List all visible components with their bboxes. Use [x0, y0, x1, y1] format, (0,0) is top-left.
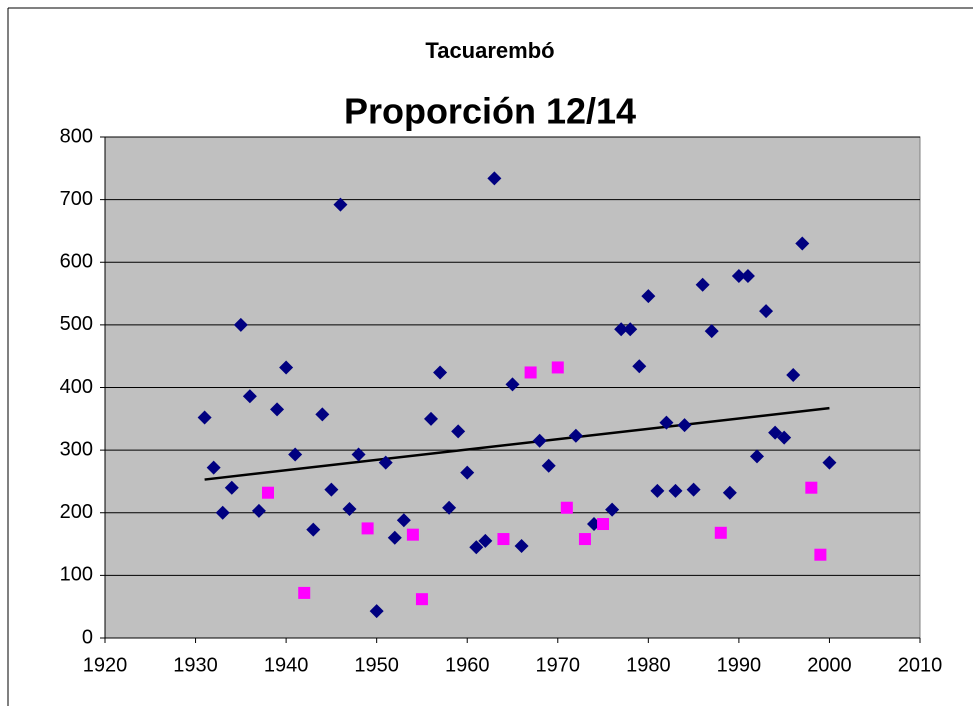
point	[487, 171, 502, 186]
point	[695, 277, 710, 292]
point	[206, 460, 221, 475]
x-tick-label: 1930	[173, 654, 218, 676]
point	[505, 377, 520, 392]
point	[650, 483, 665, 498]
chart-subtitle: Proporción 12/14	[344, 91, 636, 132]
point	[478, 533, 493, 548]
point	[406, 528, 419, 541]
point	[378, 455, 393, 470]
point	[451, 424, 466, 439]
point	[822, 455, 837, 470]
point	[224, 480, 239, 495]
y-tick-label: 400	[60, 376, 93, 398]
point	[197, 410, 212, 425]
point	[759, 304, 774, 319]
point	[704, 324, 719, 339]
point	[568, 428, 583, 443]
point	[242, 389, 257, 404]
point	[714, 526, 727, 539]
x-tick-label: 1940	[264, 654, 309, 676]
point	[677, 418, 692, 433]
point	[740, 269, 755, 284]
y-tick-label: 500	[60, 313, 93, 335]
point	[262, 486, 274, 499]
point	[279, 360, 294, 375]
point	[387, 530, 402, 545]
point	[605, 502, 620, 517]
point	[361, 522, 374, 535]
point	[442, 500, 457, 515]
x-tick-label: 1980	[626, 654, 671, 676]
point	[814, 548, 827, 561]
point	[251, 503, 266, 518]
point	[597, 518, 610, 531]
point	[768, 425, 783, 440]
x-tick-label: 2000	[807, 654, 852, 676]
y-tick-label: 0	[82, 626, 93, 648]
point	[324, 482, 339, 497]
point	[424, 411, 438, 426]
y-tick-label: 100	[60, 564, 93, 586]
point	[668, 483, 683, 498]
point	[369, 604, 384, 619]
y-tick-label: 200	[60, 501, 93, 523]
point	[632, 359, 647, 374]
point	[777, 430, 792, 445]
point	[215, 505, 230, 520]
point	[469, 540, 484, 555]
point	[351, 447, 366, 462]
point	[541, 458, 556, 473]
point	[524, 366, 537, 379]
point	[532, 433, 547, 448]
point	[641, 289, 656, 304]
point	[298, 586, 311, 599]
trendline	[204, 406, 830, 481]
point	[233, 317, 248, 332]
x-tick-label: 1990	[717, 654, 762, 676]
y-tick-label: 600	[60, 251, 93, 273]
point	[551, 361, 564, 374]
point	[433, 365, 448, 380]
x-tick-label: 1970	[536, 654, 581, 676]
x-tick-label: 2010	[898, 654, 943, 676]
chart-title: Tacuarembó	[425, 38, 554, 63]
point	[578, 533, 591, 546]
point	[731, 269, 746, 284]
y-tick-label: 300	[60, 438, 93, 460]
point	[315, 407, 330, 422]
y-tick-label: 700	[60, 188, 93, 210]
x-tick-label: 1960	[445, 654, 490, 676]
point	[623, 322, 638, 337]
x-tick-label: 1920	[83, 654, 128, 676]
point	[659, 415, 674, 430]
point	[342, 501, 357, 516]
point	[333, 197, 348, 212]
point	[686, 482, 701, 497]
point	[614, 322, 629, 337]
x-tick-label: 1950	[354, 654, 399, 676]
point	[460, 465, 475, 480]
point	[415, 593, 428, 606]
point	[750, 449, 764, 464]
point	[396, 513, 411, 528]
point	[795, 236, 810, 251]
y-tick-label: 800	[60, 125, 93, 147]
point	[560, 501, 573, 514]
point	[786, 367, 801, 382]
point	[497, 533, 510, 546]
point	[722, 485, 737, 500]
point	[306, 522, 321, 537]
point	[270, 402, 285, 417]
point	[514, 538, 529, 553]
point	[288, 447, 303, 462]
point	[805, 481, 818, 494]
